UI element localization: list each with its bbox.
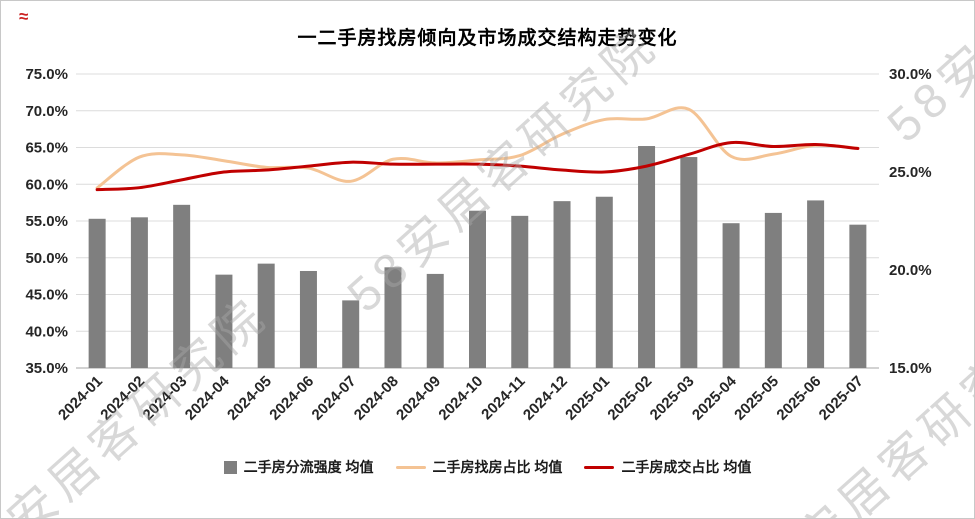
x-axis-tick-label: 2025-05: [731, 373, 782, 424]
brand-mark: ≈: [19, 7, 29, 26]
x-axis-tick-label: 2024-03: [140, 373, 191, 424]
x-axis-tick-label: 2024-09: [393, 373, 444, 424]
x-axis-tick-label: 2024-05: [224, 373, 275, 424]
left-axis-tick-label: 60.0%: [25, 176, 68, 193]
line-series-left-axis: [95, 106, 860, 190]
legend: 二手房分流强度 均值 二手房找房占比 均值 二手房成交占比 均值: [1, 457, 974, 477]
bar: [722, 223, 740, 368]
x-axis-tick-label: 2025-01: [562, 373, 613, 424]
legend-label: 二手房分流强度 均值: [243, 459, 374, 475]
bar: [88, 218, 106, 368]
left-axis-tick-label: 75.0%: [25, 66, 68, 83]
x-axis-tick-label: 2024-07: [309, 373, 360, 424]
x-axis-tick-label: 2024-12: [520, 373, 571, 424]
right-axis-tick-label: 30.0%: [889, 66, 932, 83]
bar: [299, 270, 317, 368]
x-axis-tick-label: 2025-07: [816, 373, 867, 424]
x-axis-tick-label: 2024-01: [55, 373, 106, 424]
bar: [257, 263, 275, 368]
bar: [764, 212, 782, 368]
x-axis-tick-label: 2025-03: [647, 373, 698, 424]
x-axis-tick-label: 2024-10: [435, 373, 486, 424]
right-axis-tick-label: 20.0%: [889, 262, 932, 279]
x-axis-tick-label: 2024-04: [182, 372, 233, 423]
x-axis-tick-label: 2024-08: [351, 373, 402, 424]
bar: [807, 200, 825, 368]
bar: [469, 210, 486, 368]
bar: [680, 157, 698, 368]
x-axis-tick-label: 2024-06: [266, 373, 317, 424]
bar: [553, 201, 571, 368]
legend-swatch-line: [584, 465, 615, 469]
bar: [638, 146, 656, 368]
legend-item: 二手房找房占比 均值: [395, 457, 563, 477]
legend-label: 二手房成交占比 均值: [621, 459, 752, 475]
bar: [595, 196, 613, 368]
left-axis-tick-label: 45.0%: [25, 287, 68, 304]
left-axis-tick-label: 70.0%: [25, 103, 68, 120]
left-axis-tick-label: 35.0%: [25, 360, 68, 377]
bar: [173, 204, 191, 368]
line-series-right-axis: [95, 140, 860, 192]
legend-item: 二手房成交占比 均值: [584, 457, 751, 477]
bar: [342, 300, 360, 368]
legend-item: 二手房分流强度 均值: [223, 457, 374, 477]
bar: [511, 215, 529, 368]
legend-label: 二手房找房占比 均值: [432, 459, 563, 475]
left-axis-tick-label: 65.0%: [25, 140, 68, 157]
left-axis-tick-label: 55.0%: [25, 213, 68, 230]
x-axis-tick-label: 2024-02: [97, 373, 148, 424]
bar: [130, 217, 148, 368]
chart-title: 一二手房找房倾向及市场成交结构走势变化: [297, 28, 678, 49]
x-axis-tick-label: 2024-11: [478, 373, 528, 423]
x-axis-tick-label: 2025-04: [689, 372, 740, 423]
bar: [426, 273, 444, 368]
left-axis-tick-label: 50.0%: [25, 250, 68, 267]
bar: [215, 274, 233, 368]
x-axis-tick-label: 2025-02: [604, 373, 655, 424]
left-axis-tick-label: 40.0%: [25, 323, 68, 340]
x-axis-tick-label: 2025-06: [773, 373, 824, 424]
bar: [849, 224, 867, 368]
bar: [384, 267, 402, 368]
right-axis-tick-label: 15.0%: [889, 360, 932, 377]
right-axis-tick-label: 25.0%: [889, 164, 932, 181]
legend-swatch-line: [395, 465, 426, 469]
legend-swatch-bar: [223, 460, 237, 474]
